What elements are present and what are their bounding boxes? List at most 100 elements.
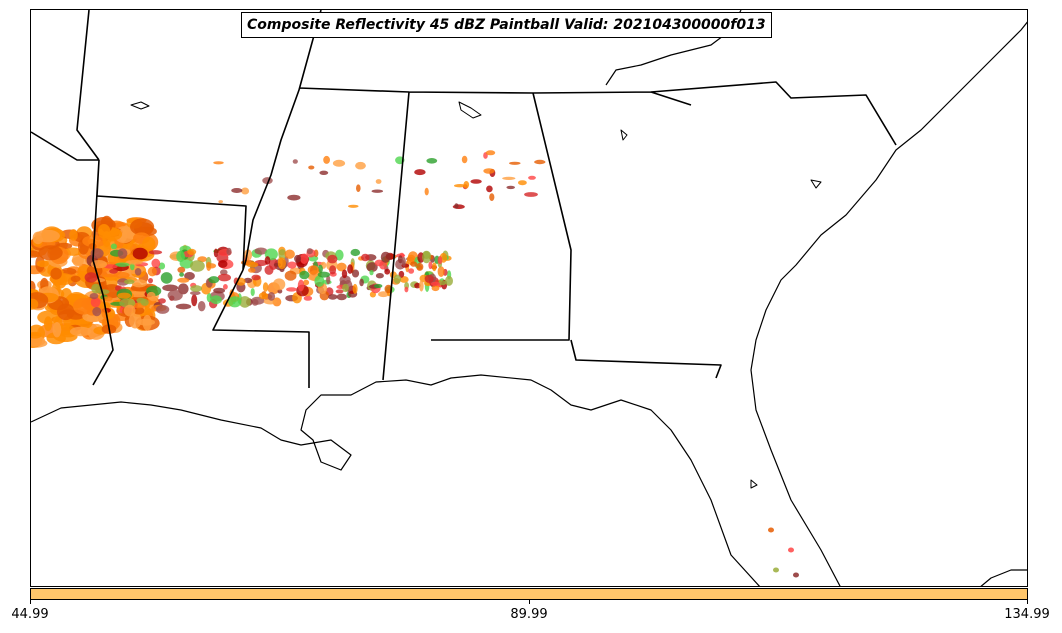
paintball-blob [486, 185, 493, 193]
paintball-blob [123, 304, 136, 317]
colorbar-tick-mark [30, 600, 31, 604]
paintball-blob [241, 187, 250, 195]
paintball-blob [773, 567, 779, 573]
paintball-blob [197, 301, 206, 312]
paintball-blob [218, 200, 223, 204]
paintball-blob [31, 298, 39, 310]
paintball-blob [90, 297, 101, 308]
paintball-blob [210, 295, 222, 305]
paintball-blob [158, 298, 166, 304]
paintball-blob [426, 158, 438, 164]
paintball-blob [419, 280, 424, 292]
paintball-blob [184, 272, 195, 280]
paintball-blob [84, 272, 98, 283]
paintball-blob [217, 260, 228, 268]
paintball-blob [375, 179, 382, 184]
map-title: Composite Reflectivity 45 dBZ Paintball … [241, 12, 772, 38]
paintball-blob [113, 271, 130, 279]
paintball-blob [788, 547, 794, 553]
paintball-blob [287, 194, 301, 201]
colorbar-tick-mark [1027, 600, 1028, 604]
paintball-blob [445, 275, 453, 286]
paintball-blob [50, 267, 62, 280]
paintball-blob [179, 272, 185, 277]
paintball-blob [69, 229, 78, 241]
paintball-blob [70, 275, 81, 283]
paintball-blob [424, 187, 429, 196]
paintball-blob [424, 274, 434, 283]
paintball-blob [91, 283, 101, 294]
paintball-blob [286, 287, 297, 292]
paintball-blob [347, 264, 353, 274]
paintball-blob [303, 295, 313, 301]
paintball-blob [127, 259, 143, 265]
paintball-blob [350, 248, 361, 257]
paintball-blob [371, 189, 384, 193]
paintball-blob [228, 296, 242, 308]
paintball-blob [263, 298, 278, 305]
paintball-blob [137, 318, 155, 326]
paintball-blob [102, 231, 112, 247]
paintball-blob [416, 262, 424, 271]
paintball-blob [431, 262, 437, 272]
paintball-blob [294, 254, 302, 263]
paintball-blob [130, 218, 155, 236]
paintball-blob [308, 165, 315, 170]
paintball-blob [158, 262, 166, 270]
paintball-blob [110, 243, 117, 250]
paintball-blob [369, 270, 374, 276]
paintball-blob [297, 279, 305, 292]
paintball-blob [485, 150, 496, 156]
paintball-blob [379, 260, 387, 270]
paintball-blob [534, 159, 546, 165]
paintball-blob [323, 155, 330, 164]
paintball-blob [410, 261, 418, 267]
paintball-blob [251, 274, 261, 281]
paintball-blob [356, 184, 361, 192]
paintball-blob [146, 291, 156, 300]
paintball-blob [341, 269, 348, 279]
paintball-blob [124, 279, 135, 285]
paintball-blob [489, 193, 495, 202]
coastline [31, 10, 1027, 586]
colorbar-tick-label-max: 134.99 [1004, 607, 1050, 622]
paintball-blob [454, 184, 467, 188]
paintball-blob [131, 279, 148, 288]
paintball-blob [148, 250, 163, 255]
paintball-blob [335, 289, 344, 294]
paintball-blob [470, 179, 482, 184]
paintball-blob [437, 256, 443, 265]
paintball-blob [328, 294, 338, 300]
paintball-blob [506, 185, 515, 190]
state-boundaries [31, 10, 897, 388]
map-panel [30, 9, 1028, 587]
paintball-blob [213, 161, 224, 165]
paintball-blob [117, 292, 131, 299]
colorbar-tick-label-min: 44.99 [11, 607, 49, 622]
paintball-blob [348, 204, 359, 208]
paintball-blob [768, 527, 774, 533]
paintball-blob [326, 275, 331, 285]
paintball-blob [267, 292, 276, 301]
paintball-blob [36, 260, 49, 268]
paintball-blob [213, 287, 226, 294]
paintball-blob [69, 326, 92, 337]
paintball-blob [272, 278, 286, 291]
paintball-blob [148, 278, 153, 284]
paintball-blob [140, 298, 149, 306]
paintball-blob [284, 249, 295, 259]
paintball-blob [461, 155, 468, 164]
paintball-blob [414, 169, 426, 176]
paintball-blob [380, 251, 391, 263]
paintball-blob [134, 268, 142, 276]
paintball-blob [317, 271, 331, 278]
paintball-blob [206, 261, 212, 271]
paintball-blob [104, 264, 118, 269]
paintball-blob [258, 292, 268, 300]
paintball-blob [299, 270, 310, 280]
paintball-blob [250, 288, 255, 297]
paintball-blob [319, 170, 329, 175]
paintball-blob [142, 236, 156, 253]
paintball-blob [220, 269, 228, 276]
paintball-blob [264, 256, 271, 265]
